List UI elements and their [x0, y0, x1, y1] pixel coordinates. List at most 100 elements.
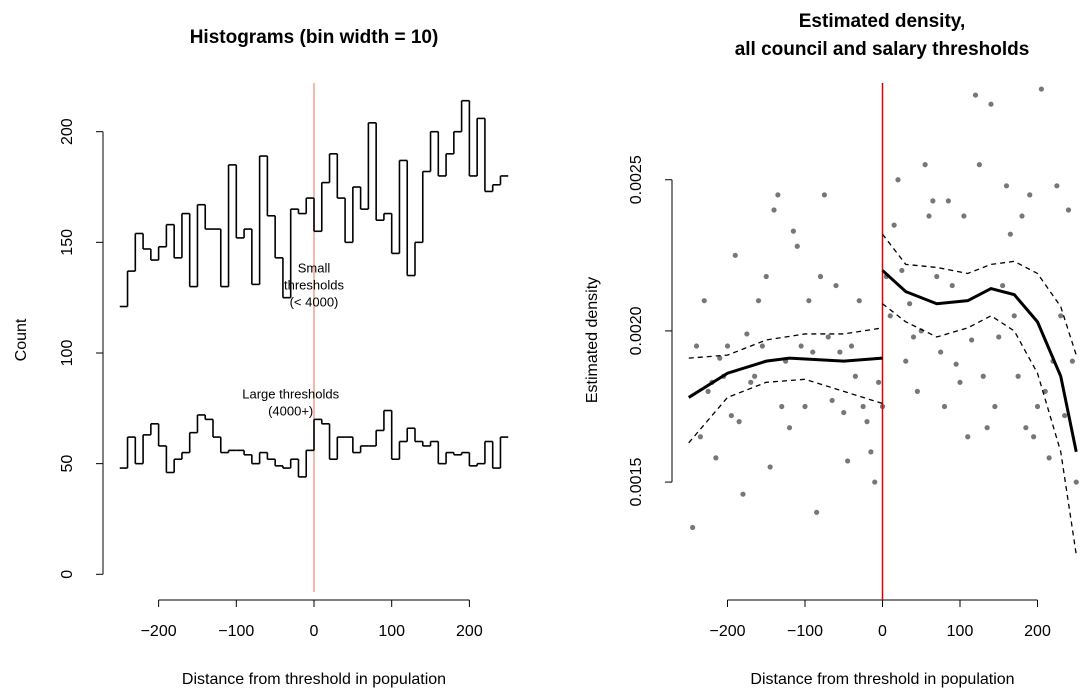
- data-point: [922, 162, 928, 168]
- panel: Estimated density, all council and salary…: [584, 11, 1079, 688]
- data-point: [856, 298, 862, 304]
- data-point: [802, 403, 808, 410]
- data-point: [744, 331, 750, 337]
- x-tick-label: 0: [310, 623, 319, 640]
- data-point: [790, 228, 796, 234]
- series-label: (4000+): [268, 403, 313, 418]
- data-point: [1031, 434, 1037, 440]
- data-point: [1034, 403, 1041, 410]
- series-label: thresholds: [284, 277, 344, 292]
- data-point: [891, 222, 897, 228]
- confidence-band: [881, 233, 1077, 356]
- y-tick-label: 150: [59, 229, 76, 256]
- data-point: [938, 349, 944, 355]
- data-point: [972, 92, 979, 98]
- y-axis-label: Count: [13, 318, 30, 361]
- data-point: [872, 479, 878, 485]
- confidence-band: [688, 327, 883, 359]
- data-point: [1058, 313, 1064, 319]
- series-label: Small: [298, 260, 331, 275]
- data-point: [837, 349, 843, 355]
- x-axis-label: Distance from threshold in population: [182, 671, 446, 688]
- data-point: [740, 491, 746, 497]
- x-axis-label: Distance from threshold in population: [750, 671, 1014, 688]
- data-point: [1019, 213, 1025, 219]
- data-point: [864, 419, 870, 425]
- data-point: [1007, 231, 1013, 237]
- data-point: [1073, 479, 1079, 485]
- data-point: [1027, 192, 1033, 198]
- data-point: [775, 192, 781, 198]
- y-tick-label: 100: [59, 340, 76, 367]
- x-tick-label: −100: [787, 623, 823, 640]
- y-tick-label: 200: [59, 118, 76, 145]
- data-point: [1046, 455, 1052, 461]
- data-point: [690, 524, 696, 531]
- data-point: [817, 273, 824, 280]
- data-point: [779, 403, 785, 410]
- data-point: [992, 403, 998, 410]
- confidence-band: [688, 378, 883, 444]
- x-tick-label: 200: [456, 623, 483, 640]
- data-point: [903, 358, 909, 364]
- data-point: [829, 397, 835, 404]
- series-label: (< 4000): [290, 294, 339, 309]
- y-tick-label: 0.0025: [628, 155, 645, 204]
- data-point: [841, 409, 847, 416]
- data-point: [763, 273, 769, 280]
- data-point: [965, 434, 971, 440]
- data-point: [945, 198, 951, 204]
- data-point: [806, 298, 812, 304]
- data-point: [1003, 183, 1010, 189]
- data-point: [1011, 313, 1017, 319]
- data-point: [693, 343, 700, 349]
- panel: Histograms (bin width = 10) Distance from…: [13, 27, 509, 688]
- data-point: [798, 343, 804, 349]
- data-point: [957, 379, 963, 385]
- data-point: [996, 334, 1002, 340]
- data-point: [1000, 282, 1006, 289]
- data-point: [926, 213, 932, 219]
- data-point: [887, 313, 893, 319]
- data-point: [810, 349, 816, 355]
- data-point: [868, 449, 874, 455]
- x-tick-label: 100: [947, 623, 974, 640]
- data-point: [814, 509, 820, 515]
- data-point: [717, 355, 723, 361]
- data-point: [848, 343, 855, 349]
- x-tick-label: −100: [218, 623, 254, 640]
- data-point: [771, 207, 777, 213]
- data-point: [976, 162, 982, 168]
- data-point: [833, 282, 839, 289]
- chart-title: all council and salary thresholds: [735, 39, 1030, 60]
- data-point: [934, 273, 940, 280]
- data-point: [767, 464, 773, 470]
- data-point: [705, 388, 711, 394]
- data-point: [914, 388, 920, 394]
- data-point: [949, 282, 955, 289]
- data-point: [697, 434, 703, 440]
- data-point: [845, 458, 851, 464]
- data-point: [961, 213, 967, 219]
- x-tick-label: 0: [878, 623, 887, 640]
- data-point: [748, 379, 754, 385]
- data-point: [1054, 183, 1060, 189]
- data-point: [732, 252, 738, 258]
- data-point: [941, 403, 948, 410]
- data-point: [907, 301, 913, 307]
- data-point: [759, 343, 765, 349]
- x-tick-label: 200: [1024, 623, 1051, 640]
- data-point: [895, 177, 901, 183]
- data-point: [1038, 86, 1044, 92]
- density-fit: [881, 269, 1078, 453]
- plot-area: [687, 83, 1079, 600]
- x-tick-label: −200: [141, 623, 177, 640]
- data-point: [860, 403, 866, 410]
- data-point: [876, 379, 882, 385]
- data-point: [969, 337, 975, 343]
- data-point: [1065, 207, 1072, 213]
- data-point: [701, 298, 707, 304]
- density-fit: [687, 356, 883, 399]
